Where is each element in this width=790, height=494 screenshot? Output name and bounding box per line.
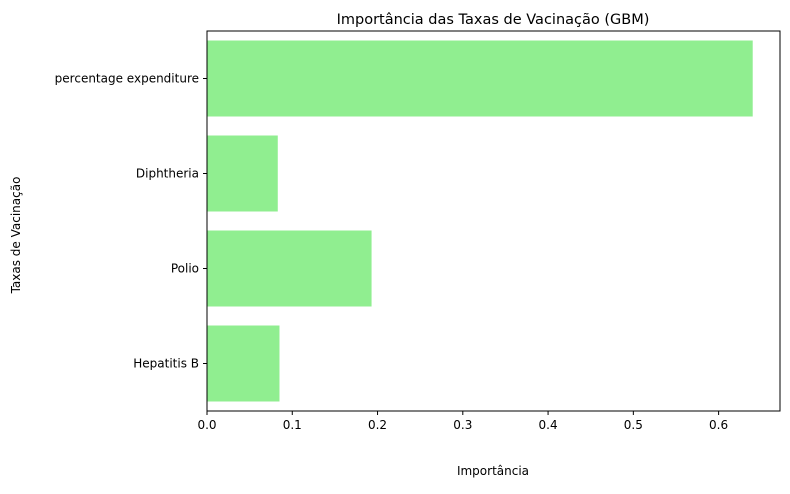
x-tick-label-0: 0.0 bbox=[197, 418, 216, 432]
y-tick-label-3: percentage expenditure bbox=[55, 72, 199, 86]
y-tick-label-0: Hepatitis B bbox=[133, 357, 199, 371]
x-tick-label-6: 0.6 bbox=[709, 418, 728, 432]
y-tick-label-1: Polio bbox=[171, 262, 199, 276]
x-tick-label-4: 0.4 bbox=[539, 418, 558, 432]
bar-1 bbox=[207, 230, 372, 307]
chart-title: Importância das Taxas de Vacinação (GBM) bbox=[337, 12, 650, 28]
x-ticks-layer: 0.0 0.1 0.2 0.3 0.4 0.5 0.6 bbox=[197, 411, 728, 432]
y-tick-label-2: Diphtheria bbox=[136, 167, 199, 181]
x-tick-label-3: 0.3 bbox=[453, 418, 472, 432]
y-ticks-layer: Hepatitis B Polio Diphtheria percentage exp… bbox=[55, 72, 207, 371]
bars-layer bbox=[207, 40, 753, 402]
x-axis-label: Importância bbox=[457, 464, 529, 478]
bar-0 bbox=[207, 325, 280, 402]
x-tick-label-5: 0.5 bbox=[624, 418, 643, 432]
plot-frame bbox=[206, 30, 781, 412]
y-axis-label: Taxas de Vacinação bbox=[9, 177, 23, 295]
bar-3 bbox=[207, 40, 753, 117]
x-tick-label-1: 0.1 bbox=[283, 418, 302, 432]
bar-2 bbox=[207, 135, 278, 212]
x-tick-label-2: 0.2 bbox=[368, 418, 387, 432]
